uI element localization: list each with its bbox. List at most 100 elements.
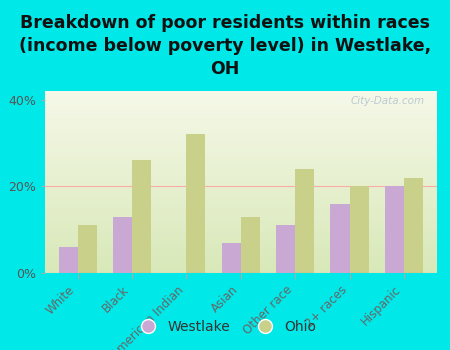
Bar	[45, 115, 436, 117]
Bar	[45, 249, 436, 251]
Bar	[45, 193, 436, 195]
Bar	[45, 113, 436, 115]
Bar	[45, 195, 436, 197]
Bar	[45, 162, 436, 164]
Bar	[45, 138, 436, 140]
Bar	[45, 217, 436, 218]
Bar	[45, 176, 436, 178]
Bar	[45, 208, 436, 209]
Bar	[45, 186, 436, 188]
Bar	[45, 246, 436, 247]
Bar	[45, 104, 436, 106]
Legend: Westlake, Ohio: Westlake, Ohio	[128, 314, 322, 340]
Bar	[77, 225, 97, 273]
Bar	[45, 124, 436, 126]
Bar	[45, 164, 436, 166]
Bar	[45, 218, 436, 220]
Bar	[45, 151, 436, 153]
Bar	[45, 238, 436, 240]
Bar	[45, 122, 436, 124]
Bar	[45, 136, 436, 138]
Bar	[45, 180, 436, 182]
Bar	[45, 222, 436, 224]
Bar	[350, 186, 369, 273]
Bar	[45, 146, 436, 147]
Bar	[45, 226, 436, 228]
Bar	[45, 255, 436, 257]
Bar	[45, 240, 436, 242]
Bar	[385, 186, 404, 273]
Bar	[45, 237, 436, 238]
Bar	[45, 253, 436, 255]
Bar	[45, 266, 436, 267]
Bar	[45, 204, 436, 206]
Bar	[45, 126, 436, 127]
Bar	[404, 178, 423, 273]
Bar	[45, 142, 436, 144]
Bar	[45, 267, 436, 270]
Bar	[45, 175, 436, 176]
Bar	[45, 118, 436, 120]
Bar	[45, 147, 436, 149]
Bar	[45, 109, 436, 111]
Bar	[276, 225, 295, 273]
Bar	[45, 220, 436, 222]
Bar	[45, 167, 436, 169]
Bar	[45, 200, 436, 202]
Bar	[45, 189, 436, 191]
Bar	[45, 206, 436, 208]
Bar	[45, 262, 436, 264]
Bar	[45, 244, 436, 246]
Bar	[45, 211, 436, 213]
Bar	[45, 131, 436, 133]
Bar	[45, 160, 436, 162]
Bar	[45, 133, 436, 135]
Bar	[45, 155, 436, 156]
Bar	[45, 260, 436, 262]
Bar	[45, 251, 436, 253]
Bar	[295, 169, 314, 273]
Bar	[45, 209, 436, 211]
Bar	[45, 144, 436, 146]
Bar	[45, 213, 436, 215]
Bar	[45, 111, 436, 113]
Bar	[45, 264, 436, 266]
Bar	[45, 120, 436, 122]
Bar	[186, 134, 205, 273]
Bar	[241, 217, 260, 273]
Bar	[45, 98, 436, 100]
Bar	[45, 231, 436, 233]
Bar	[45, 93, 436, 94]
Bar	[45, 215, 436, 217]
Bar	[45, 106, 436, 107]
Bar	[45, 158, 436, 160]
Bar	[45, 171, 436, 173]
Bar	[45, 202, 436, 204]
Bar	[45, 184, 436, 186]
Bar	[45, 135, 436, 136]
Bar	[45, 102, 436, 104]
Bar	[45, 191, 436, 193]
Bar	[113, 217, 132, 273]
Bar	[45, 178, 436, 180]
Bar	[45, 94, 436, 97]
Bar	[132, 160, 151, 273]
Bar	[45, 271, 436, 273]
Bar	[45, 169, 436, 171]
Bar	[45, 242, 436, 244]
Bar	[45, 153, 436, 155]
Bar	[45, 156, 436, 158]
Bar	[45, 229, 436, 231]
Bar	[45, 233, 436, 235]
Bar	[45, 182, 436, 184]
Bar	[45, 198, 436, 200]
Bar	[45, 97, 436, 98]
Bar	[330, 204, 350, 273]
Bar	[45, 149, 436, 151]
Bar	[45, 270, 436, 271]
Bar	[45, 117, 436, 118]
Bar	[45, 197, 436, 198]
Bar	[45, 91, 436, 93]
Bar	[45, 224, 436, 226]
Bar	[45, 188, 436, 189]
